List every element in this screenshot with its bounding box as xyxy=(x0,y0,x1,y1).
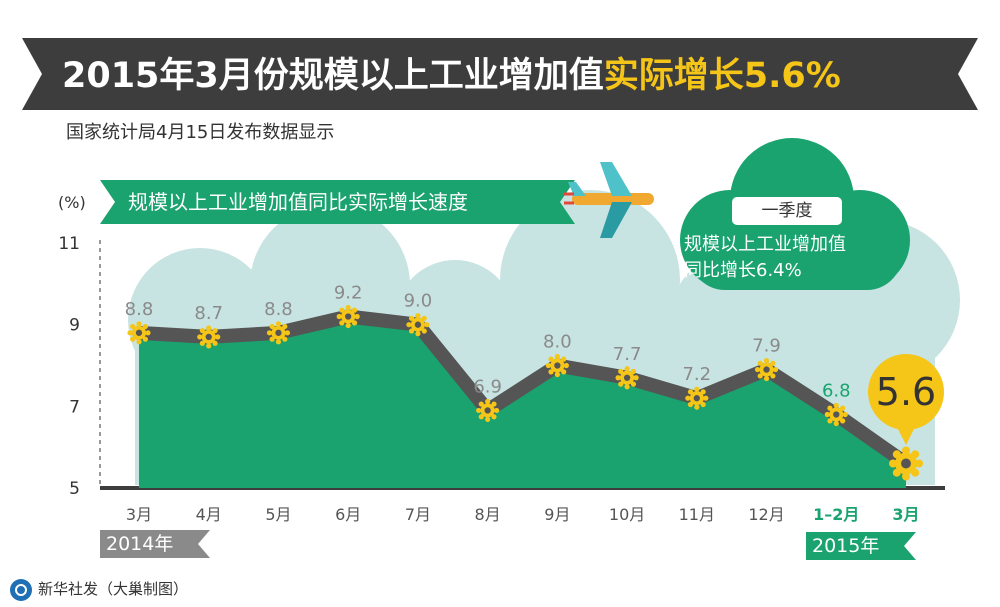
data-point-8 xyxy=(685,386,709,410)
series-title: 规模以上工业增加值同比实际增长速度 xyxy=(128,190,468,214)
page-title: 2015年3月份规模以上工业增加值实际增长5.6% xyxy=(62,46,841,106)
data-point-7 xyxy=(615,366,639,390)
data-point-0 xyxy=(127,321,151,345)
quarter-text-line1: 规模以上工业增加值 xyxy=(684,234,846,255)
x-tick-6: 9月 xyxy=(544,505,570,524)
y-tick-11: 11 xyxy=(58,234,80,254)
value-labels: 8.8 8.7 8.8 9.2 9.0 6.9 8.0 7.7 7.2 7.9 6.8 xyxy=(125,283,851,402)
quarter-text-line2: 同比增长6.4% xyxy=(684,260,802,281)
x-tick-4: 7月 xyxy=(405,505,431,524)
x-tick-9: 12月 xyxy=(748,505,784,524)
x-tick-11: 3月 xyxy=(892,505,919,524)
value-label-0: 8.8 xyxy=(125,299,154,320)
value-label-8: 7.2 xyxy=(682,364,711,385)
data-point-6 xyxy=(545,353,569,378)
quarter-text: 规模以上工业增加值 同比增长6.4% xyxy=(684,232,894,284)
x-tick-1: 4月 xyxy=(196,505,222,524)
y-tick-5: 5 xyxy=(69,479,80,499)
y-axis-unit: (%) xyxy=(58,193,86,212)
value-label-6: 8.0 xyxy=(543,332,572,353)
data-markers xyxy=(127,304,923,481)
x-tick-labels: 3月 4月 5月 6月 7月 8月 9月 10月 11月 12月 1–2月 3月 xyxy=(126,505,920,524)
series-label-box xyxy=(100,180,575,224)
year-2014-label: 2014年 xyxy=(106,533,174,555)
x-tick-5: 8月 xyxy=(475,505,501,524)
value-label-2: 8.8 xyxy=(264,299,293,320)
data-point-2 xyxy=(266,321,291,345)
y-tick-7: 7 xyxy=(69,397,80,417)
series-line xyxy=(132,309,913,471)
value-label-1: 8.7 xyxy=(194,303,223,324)
year-2015-label: 2015年 xyxy=(812,535,880,557)
title-highlight: 实际增长5.6% xyxy=(603,56,841,96)
data-point-5 xyxy=(476,398,500,423)
data-point-9 xyxy=(754,357,779,382)
data-point-10 xyxy=(824,402,848,427)
xinhua-logo-icon xyxy=(10,578,32,601)
y-tick-9: 9 xyxy=(69,316,80,336)
value-label-3: 9.2 xyxy=(334,283,363,304)
title-banner xyxy=(22,38,978,110)
value-label-4: 9.0 xyxy=(404,291,433,312)
year-2014-tag xyxy=(100,530,210,558)
airplane-icon xyxy=(564,162,654,238)
y-tick-labels: 5 7 9 11 xyxy=(58,234,80,499)
subtitle: 国家统计局4月15日发布数据显示 xyxy=(66,122,335,143)
callout-value: 5.6 xyxy=(875,370,937,414)
x-tick-0: 3月 xyxy=(126,505,152,524)
x-tick-3: 6月 xyxy=(335,505,361,524)
x-tick-2: 5月 xyxy=(265,505,291,524)
data-point-1 xyxy=(197,325,221,349)
value-label-9: 7.9 xyxy=(752,336,781,357)
quarter-tag: 一季度 xyxy=(732,197,842,225)
footer-credit: 新华社发（大巢制图） xyxy=(10,576,188,602)
data-point-11 xyxy=(889,446,923,481)
data-point-3 xyxy=(336,304,360,329)
x-tick-7: 10月 xyxy=(609,505,645,524)
title-main: 2015年3月份规模以上工业增加值 xyxy=(62,56,604,96)
year-2015-tag xyxy=(806,532,916,560)
footer-credit-text: 新华社发（大巢制图） xyxy=(38,580,189,598)
x-tick-8: 11月 xyxy=(679,505,715,524)
value-label-5: 6.9 xyxy=(473,376,502,397)
x-tick-10: 1–2月 xyxy=(813,505,859,524)
area-fill xyxy=(139,316,906,488)
value-label-7: 7.7 xyxy=(613,344,642,365)
data-point-4 xyxy=(406,313,430,337)
value-label-10: 6.8 xyxy=(822,381,851,402)
callout-bubble xyxy=(868,354,944,445)
